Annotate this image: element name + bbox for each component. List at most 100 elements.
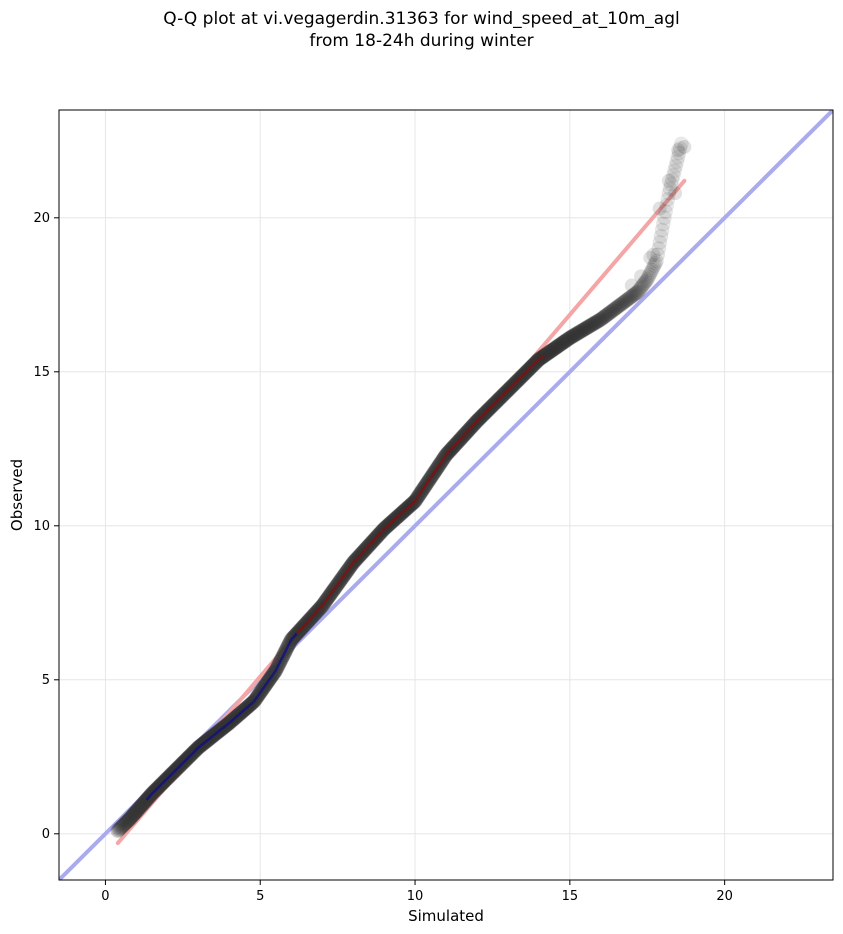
qq-point	[646, 247, 661, 262]
qq-point	[571, 325, 587, 341]
plot-frame	[58, 109, 834, 881]
qq-point	[135, 796, 151, 812]
qq-point	[624, 288, 640, 304]
qq-point	[671, 143, 686, 158]
qq-point	[564, 329, 580, 345]
qq-point	[567, 327, 583, 343]
qq-point	[546, 341, 562, 357]
qq-point	[661, 173, 676, 188]
qq-point	[610, 299, 626, 315]
y-axis-label: Observed	[8, 459, 26, 531]
x-tick-label: 15	[562, 889, 579, 904]
reference-line	[59, 110, 833, 880]
qq-point	[572, 324, 588, 340]
x-tick-label: 20	[716, 889, 733, 904]
qq-point	[621, 290, 637, 306]
qq-point	[114, 818, 130, 834]
y-tick-label: 0	[42, 827, 50, 842]
qq-point	[627, 286, 643, 302]
qq-point	[663, 176, 679, 192]
qq-point	[629, 285, 645, 301]
qq-point	[637, 274, 653, 290]
qq-point	[128, 804, 144, 820]
qq-point	[656, 210, 672, 226]
qq-point	[561, 331, 577, 347]
qq-point	[635, 278, 651, 294]
qq-point	[609, 300, 625, 316]
qq-point	[112, 820, 128, 836]
qq-point	[557, 333, 573, 349]
qq-point	[633, 279, 649, 295]
qq-point	[614, 295, 630, 311]
qq-point	[652, 201, 667, 216]
qq-point	[604, 303, 620, 319]
qq-point	[618, 293, 634, 309]
qq-point	[670, 149, 686, 165]
qq-point	[130, 802, 146, 818]
qq-point	[591, 313, 607, 329]
upper-quantile-trace	[296, 354, 546, 634]
qq-point	[607, 301, 623, 317]
qq-point	[134, 797, 150, 813]
qq-point	[625, 287, 641, 303]
qq-point	[580, 319, 596, 335]
qq-point	[554, 335, 570, 351]
qq-point	[578, 320, 594, 336]
qq-point	[673, 136, 689, 152]
qq-point	[563, 329, 579, 345]
qq-point	[601, 306, 617, 322]
qq-point	[596, 309, 612, 325]
qq-point	[616, 294, 632, 310]
qq-point	[606, 301, 622, 317]
qq-point	[620, 291, 636, 307]
lower-quantile-trace	[145, 632, 298, 801]
qq-point	[602, 305, 618, 321]
qq-point	[634, 269, 649, 284]
qq-point	[664, 172, 680, 188]
qq-point	[123, 809, 139, 825]
qq-point	[122, 810, 138, 826]
qq-point	[566, 327, 582, 343]
qq-point	[615, 295, 631, 311]
qq-point	[581, 319, 597, 335]
qq-point	[577, 321, 593, 337]
qq-point	[115, 817, 131, 833]
qq-point	[639, 271, 655, 287]
qq-point	[574, 323, 590, 339]
qq-point	[671, 145, 687, 161]
y-tick-label: 5	[42, 673, 50, 688]
qq-point	[595, 310, 611, 326]
qq-point	[585, 316, 601, 332]
qq-point	[547, 340, 563, 356]
qq-point	[560, 331, 576, 347]
qq-point	[121, 812, 137, 828]
qq-point	[552, 337, 568, 353]
qq-point	[583, 317, 599, 333]
qq-point	[605, 302, 621, 318]
qq-point	[555, 335, 571, 351]
y-tick-label: 15	[33, 365, 50, 380]
y-tick-label: 20	[33, 211, 50, 226]
qq-point	[553, 336, 569, 352]
qq-point	[592, 312, 608, 328]
qq-point	[611, 298, 627, 314]
qq-point	[613, 296, 629, 312]
qq-point	[111, 822, 127, 838]
qq-point	[556, 334, 572, 350]
qq-point	[632, 281, 648, 297]
qq-point	[127, 805, 143, 821]
qq-point	[132, 799, 148, 815]
qq-point	[117, 816, 133, 832]
qq-point	[646, 258, 662, 274]
qq-point	[588, 314, 604, 330]
qq-point	[550, 338, 566, 354]
qq-point	[120, 813, 136, 829]
qq-point	[653, 228, 669, 244]
qq-point	[619, 292, 635, 308]
qq-point	[598, 307, 614, 323]
qq-point	[551, 338, 567, 354]
qq-point	[677, 139, 692, 154]
qq-point	[631, 282, 647, 298]
qq-point	[584, 317, 600, 333]
